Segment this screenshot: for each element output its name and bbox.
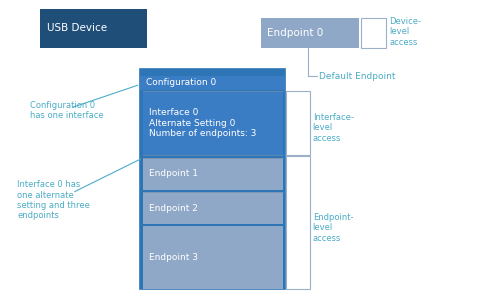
FancyBboxPatch shape: [143, 226, 283, 289]
FancyBboxPatch shape: [40, 9, 147, 48]
FancyBboxPatch shape: [286, 91, 310, 155]
Text: Configuration 0
has one interface: Configuration 0 has one interface: [30, 101, 104, 120]
Text: Endpoint-
level
access: Endpoint- level access: [313, 213, 353, 243]
Text: Endpoint 0: Endpoint 0: [267, 28, 324, 38]
Text: Endpoint 1: Endpoint 1: [149, 169, 198, 178]
Text: USB Device: USB Device: [47, 23, 108, 33]
FancyBboxPatch shape: [140, 76, 285, 90]
Text: Interface-
level
access: Interface- level access: [313, 113, 354, 143]
Text: Endpoint 2: Endpoint 2: [149, 204, 198, 213]
Text: Endpoint 3: Endpoint 3: [149, 253, 198, 262]
Text: Configuration 0: Configuration 0: [146, 78, 217, 88]
FancyBboxPatch shape: [140, 69, 285, 289]
FancyBboxPatch shape: [143, 158, 283, 190]
FancyBboxPatch shape: [261, 18, 359, 48]
FancyBboxPatch shape: [143, 192, 283, 224]
Text: Device-
level
access: Device- level access: [389, 17, 421, 47]
FancyBboxPatch shape: [361, 18, 386, 48]
FancyBboxPatch shape: [286, 156, 310, 289]
Text: Interface 0 has
one alternate
setting and three
endpoints: Interface 0 has one alternate setting an…: [17, 180, 90, 220]
FancyBboxPatch shape: [143, 91, 283, 155]
Text: Default Endpoint: Default Endpoint: [319, 72, 395, 81]
Text: Interface 0
Alternate Setting 0
Number of endpoints: 3: Interface 0 Alternate Setting 0 Number o…: [149, 109, 256, 138]
